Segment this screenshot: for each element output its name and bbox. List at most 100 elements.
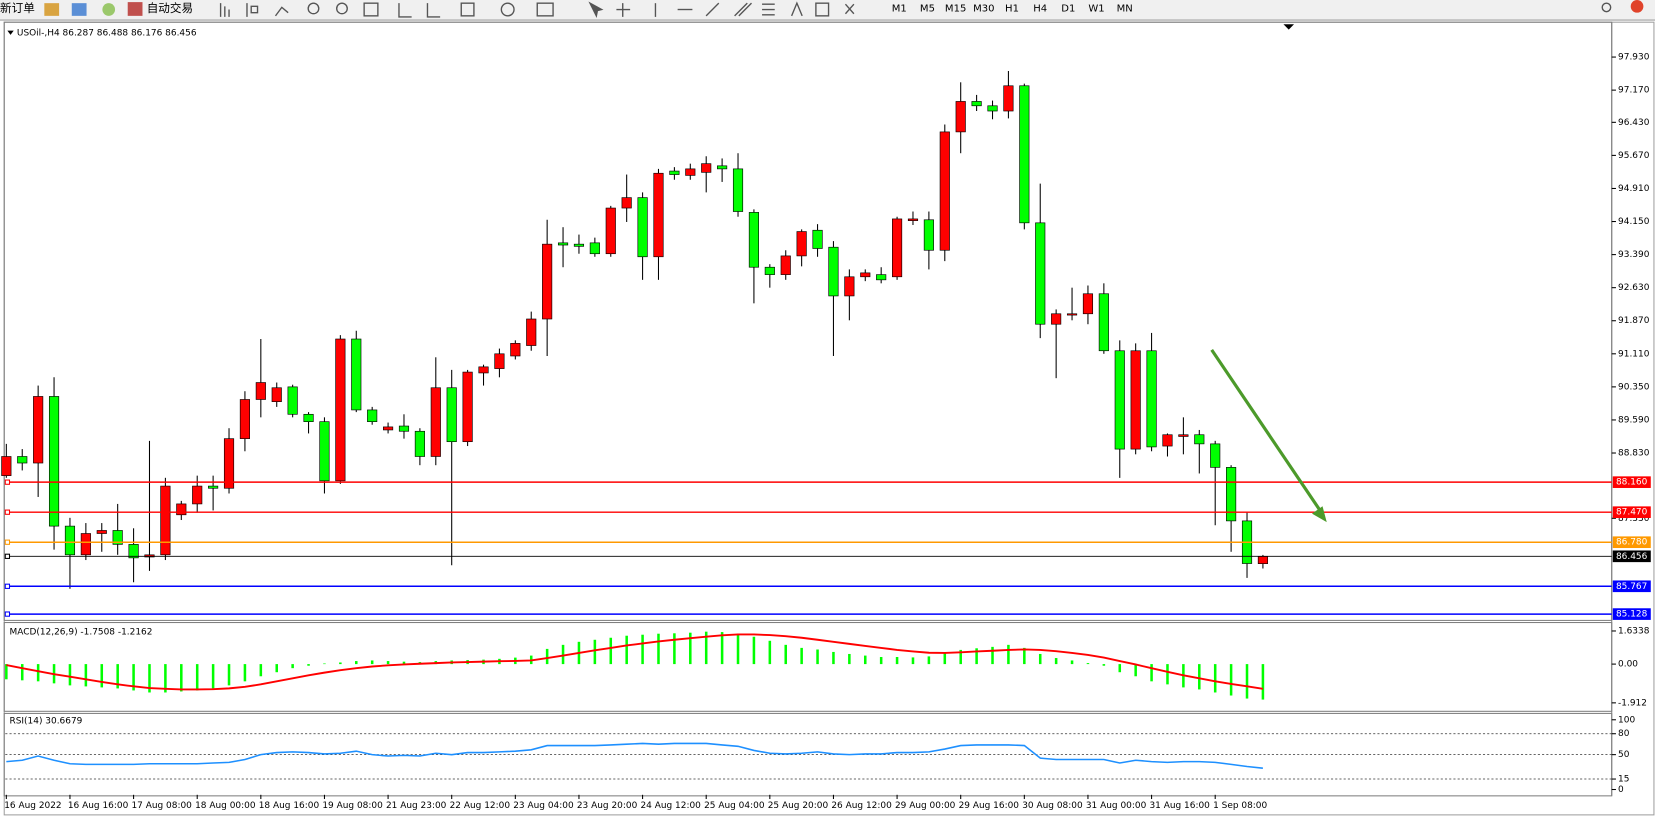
timeframe-button[interactable]: M1 bbox=[892, 3, 907, 14]
icon[interactable] bbox=[398, 3, 412, 18]
x-tick-label: 21 Aug 23:00 bbox=[386, 801, 447, 811]
candle-body bbox=[653, 172, 664, 258]
level-anchor bbox=[4, 509, 11, 515]
macd-bar bbox=[625, 635, 628, 665]
macd-bar bbox=[673, 633, 676, 665]
x-tick-label: 17 Aug 08:00 bbox=[131, 801, 192, 811]
level-label: 87.470 bbox=[1616, 508, 1648, 518]
candle-body bbox=[589, 242, 600, 255]
candle-body bbox=[319, 421, 330, 482]
auto-trading-button[interactable]: 自动交易 bbox=[147, 1, 193, 15]
icon[interactable] bbox=[790, 1, 803, 17]
y-tick-label: 88.830 bbox=[1618, 449, 1650, 459]
macd-bar bbox=[402, 661, 406, 665]
macd-bar bbox=[84, 664, 88, 687]
y-tick-label: 90.350 bbox=[1618, 382, 1650, 392]
candle-body bbox=[669, 170, 680, 175]
symbol-info: USOil-,H4 86.287 86.488 86.176 86.456 bbox=[17, 28, 197, 38]
macd-bar bbox=[370, 660, 374, 665]
level-label-box bbox=[1612, 550, 1651, 563]
icon[interactable] bbox=[815, 2, 830, 17]
notification-badge[interactable] bbox=[1630, 0, 1644, 13]
x-tick-label: 30 Aug 08:00 bbox=[1022, 801, 1083, 811]
y-tick-label: 87.330 bbox=[1618, 514, 1650, 524]
macd-bar bbox=[832, 651, 835, 665]
icon[interactable] bbox=[460, 2, 475, 17]
macd-bar bbox=[20, 664, 24, 681]
macd-bar bbox=[959, 649, 962, 665]
icon[interactable] bbox=[500, 2, 515, 17]
new-order-button[interactable]: 新订单 bbox=[0, 1, 35, 15]
timeframe-button[interactable]: D1 bbox=[1061, 3, 1075, 14]
level-anchor bbox=[4, 553, 11, 559]
candle-body bbox=[446, 387, 457, 443]
macd-bar bbox=[1166, 664, 1169, 685]
icon[interactable] bbox=[246, 3, 259, 17]
x-tick-label: 16 Aug 16:00 bbox=[68, 801, 129, 811]
candle-body bbox=[271, 387, 282, 402]
timeframe-button[interactable]: M5 bbox=[920, 3, 935, 14]
macd-bar bbox=[561, 644, 565, 665]
level-label: 85.767 bbox=[1616, 582, 1647, 592]
macd-bar bbox=[1261, 664, 1265, 700]
candle-body bbox=[828, 246, 839, 297]
macd-bar bbox=[116, 664, 119, 689]
macd-bar bbox=[704, 631, 708, 665]
candle-body bbox=[923, 219, 934, 251]
tool-icons bbox=[219, 1, 1612, 18]
timeframe-button[interactable]: H1 bbox=[1005, 3, 1019, 14]
icon[interactable] bbox=[102, 3, 116, 16]
macd-signal-line bbox=[6, 633, 1264, 691]
icon[interactable] bbox=[536, 2, 554, 17]
candle-body bbox=[573, 243, 585, 247]
level-label: 86.456 bbox=[1616, 552, 1648, 562]
macd-bar bbox=[848, 653, 851, 665]
icon[interactable] bbox=[363, 2, 379, 17]
icon[interactable] bbox=[274, 6, 289, 17]
candle-body bbox=[48, 396, 60, 527]
y-tick-label: 1.6338 bbox=[1618, 626, 1650, 636]
macd-bar bbox=[911, 657, 915, 665]
macd-bar bbox=[545, 648, 549, 665]
icon[interactable] bbox=[588, 1, 604, 18]
macd-bar bbox=[927, 656, 931, 665]
level-label-box bbox=[1612, 608, 1651, 620]
y-tick-label: 80 bbox=[1618, 729, 1630, 739]
level-anchor bbox=[4, 539, 11, 545]
candle-body bbox=[112, 530, 123, 545]
candle-body bbox=[621, 197, 632, 209]
level-label-box bbox=[1612, 506, 1651, 519]
macd-bar bbox=[1054, 658, 1058, 665]
icon[interactable] bbox=[44, 3, 60, 16]
icon[interactable] bbox=[734, 2, 752, 17]
icon[interactable] bbox=[336, 2, 348, 15]
icon[interactable] bbox=[71, 3, 87, 16]
icon[interactable] bbox=[844, 3, 855, 15]
icon[interactable] bbox=[307, 2, 320, 15]
icon[interactable] bbox=[426, 3, 441, 18]
macd-bar bbox=[1245, 664, 1249, 699]
macd-bar bbox=[1198, 664, 1201, 690]
symbol-menu[interactable] bbox=[7, 30, 14, 35]
macd-bar bbox=[1102, 664, 1106, 666]
icon[interactable] bbox=[762, 3, 775, 16]
timeframe-button[interactable]: W1 bbox=[1088, 3, 1104, 14]
macd-bar bbox=[68, 664, 72, 686]
icon[interactable] bbox=[616, 3, 631, 17]
timeframe-button[interactable]: M30 bbox=[973, 3, 994, 14]
level-label: 85.128 bbox=[1616, 610, 1648, 620]
timeframe-button[interactable]: M15 bbox=[945, 3, 966, 14]
trend-arrow-head bbox=[1311, 506, 1327, 523]
macd-bar bbox=[259, 664, 263, 677]
icon[interactable] bbox=[219, 3, 230, 17]
search-icon[interactable] bbox=[1601, 2, 1612, 13]
candle-body bbox=[1066, 313, 1078, 316]
timeframe-button[interactable]: H4 bbox=[1033, 3, 1047, 14]
timeframe-button[interactable]: MN bbox=[1117, 3, 1133, 14]
icon[interactable] bbox=[705, 2, 720, 17]
auto-trading-icon[interactable] bbox=[127, 2, 143, 16]
candle-body bbox=[383, 426, 394, 431]
candle-body bbox=[160, 485, 171, 556]
y-tick-label: 94.150 bbox=[1618, 217, 1650, 227]
macd-title: MACD(12,26,9) -1.7508 -1.2162 bbox=[9, 628, 152, 638]
